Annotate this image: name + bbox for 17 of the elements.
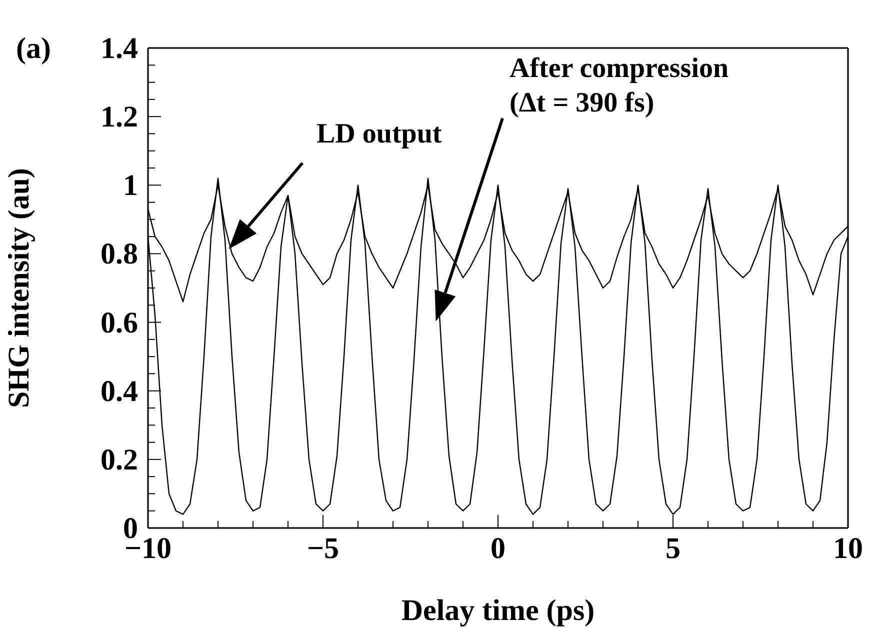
y-tick-label: 0.4	[100, 374, 138, 408]
x-tick-label: 0	[490, 532, 506, 565]
y-tick-label: 0.8	[100, 238, 138, 271]
x-axis-title: Delay time (ps)	[401, 594, 595, 627]
x-tick-label: −5	[306, 532, 340, 565]
y-tick-label: 1	[123, 169, 138, 202]
x-tick-label: 10	[833, 532, 863, 565]
annotation: LD output	[316, 118, 442, 150]
chart-title: (a)	[16, 32, 51, 65]
y-tick-label: 1.4	[100, 32, 138, 65]
annotation: (Δt = 390 fs)	[510, 87, 654, 118]
y-axis-title: SHG intensity (au)	[2, 168, 36, 408]
y-tick-label: 0.6	[100, 306, 138, 340]
x-tick-label: 5	[666, 532, 680, 565]
y-tick-label: 1.2	[100, 100, 138, 134]
y-tick-label: 0.2	[100, 443, 138, 476]
annotation: After compression	[510, 52, 729, 84]
